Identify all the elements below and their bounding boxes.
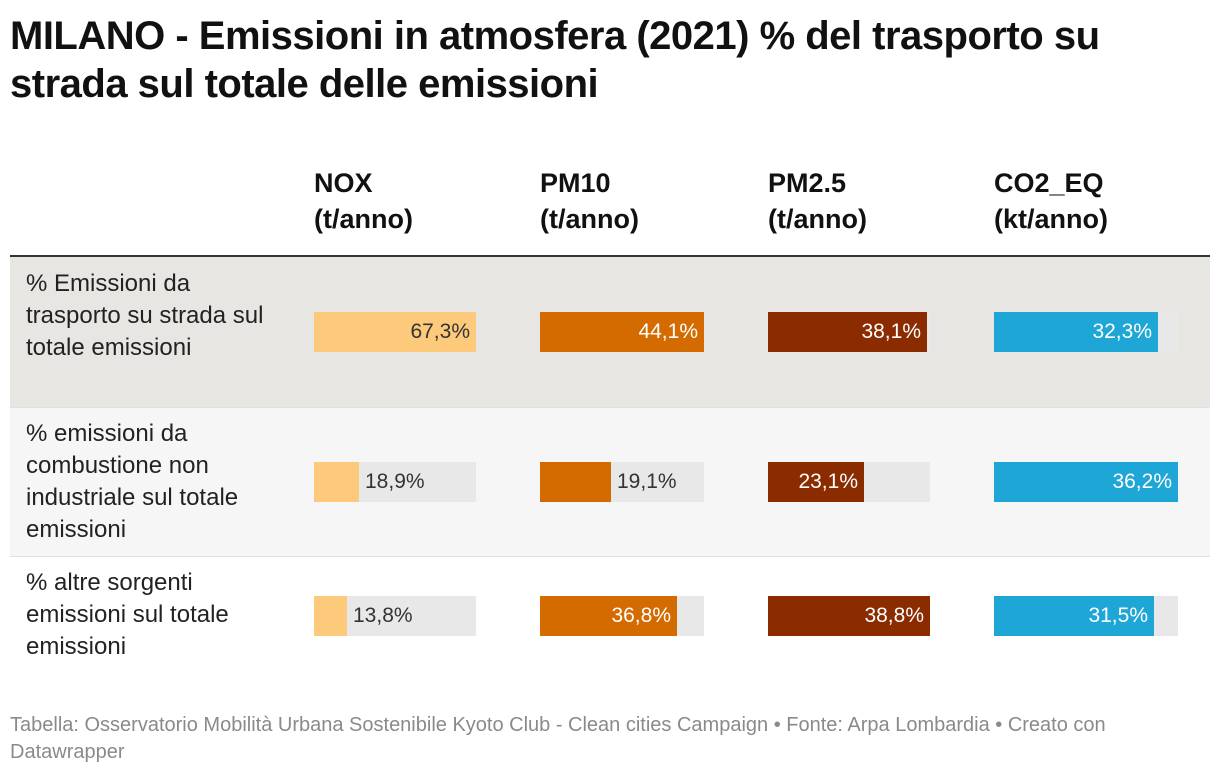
bar-track-pm10: 19,1% bbox=[540, 462, 704, 502]
chart-title: MILANO - Emissioni in atmosfera (2021) %… bbox=[10, 14, 1100, 106]
bar-value-label: 38,8% bbox=[864, 604, 924, 627]
bar-track-nox: 18,9% bbox=[314, 462, 476, 502]
bar-value-label: 31,5% bbox=[1088, 604, 1148, 627]
bar-track-pm25: 23,1% bbox=[768, 462, 930, 502]
bar-value-label: 44,1% bbox=[638, 320, 698, 343]
column-unit: (kt/anno) bbox=[994, 204, 1108, 234]
bar-track-co2eq: 32,3% bbox=[994, 312, 1178, 352]
bar-value-label: 32,3% bbox=[1092, 320, 1152, 343]
row-divider bbox=[10, 407, 1210, 408]
bar-pm25 bbox=[768, 462, 864, 502]
bar-value-label: 19,1% bbox=[617, 470, 677, 493]
bar-track-nox: 67,3% bbox=[314, 312, 476, 352]
bar-co2eq bbox=[994, 596, 1154, 636]
column-unit: (t/anno) bbox=[314, 204, 413, 234]
bar-value-label: 13,8% bbox=[353, 604, 413, 627]
bar-nox bbox=[314, 312, 476, 352]
bar-pm25 bbox=[768, 312, 927, 352]
bar-nox bbox=[314, 462, 359, 502]
column-unit: (t/anno) bbox=[540, 204, 639, 234]
bar-track-pm25: 38,1% bbox=[768, 312, 930, 352]
bar-value-label: 18,9% bbox=[365, 470, 425, 493]
bar-track-pm10: 36,8% bbox=[540, 596, 704, 636]
bar-value-label: 36,2% bbox=[1112, 470, 1172, 493]
column-unit: (t/anno) bbox=[768, 204, 867, 234]
column-name: CO2_EQ bbox=[994, 168, 1104, 198]
bar-track-pm10: 44,1% bbox=[540, 312, 704, 352]
bar-nox bbox=[314, 596, 347, 636]
row-label: % Emissioni da trasporto su strada sul t… bbox=[26, 270, 264, 361]
column-header-nox: NOX (t/anno) bbox=[314, 165, 413, 237]
bar-co2eq bbox=[994, 462, 1178, 502]
row-label: % altre sorgenti emissioni sul totale em… bbox=[26, 569, 229, 660]
bar-co2eq bbox=[994, 312, 1158, 352]
bar-value-label: 38,1% bbox=[861, 320, 921, 343]
bar-pm10 bbox=[540, 462, 611, 502]
bar-track-co2eq: 36,2% bbox=[994, 462, 1178, 502]
source-note: Tabella: Osservatorio Mobilità Urbana So… bbox=[10, 714, 1106, 763]
header-rule bbox=[10, 255, 1210, 257]
row-divider bbox=[10, 556, 1210, 557]
column-name: PM10 bbox=[540, 168, 611, 198]
column-name: NOX bbox=[314, 168, 373, 198]
bar-pm10 bbox=[540, 596, 677, 636]
bar-value-label: 36,8% bbox=[611, 604, 671, 627]
bar-track-co2eq: 31,5% bbox=[994, 596, 1178, 636]
bar-pm10 bbox=[540, 312, 704, 352]
bar-value-label: 67,3% bbox=[410, 320, 470, 343]
column-header-co2eq: CO2_EQ (kt/anno) bbox=[994, 165, 1108, 237]
column-name: PM2.5 bbox=[768, 168, 847, 198]
bar-pm25 bbox=[768, 596, 930, 636]
bar-track-pm25: 38,8% bbox=[768, 596, 930, 636]
column-header-pm10: PM10 (t/anno) bbox=[540, 165, 639, 237]
bar-track-nox: 13,8% bbox=[314, 596, 476, 636]
column-header-pm25: PM2.5 (t/anno) bbox=[768, 165, 867, 237]
bar-value-label: 23,1% bbox=[798, 470, 858, 493]
row-label: % emissioni da combustione non industria… bbox=[26, 420, 239, 543]
